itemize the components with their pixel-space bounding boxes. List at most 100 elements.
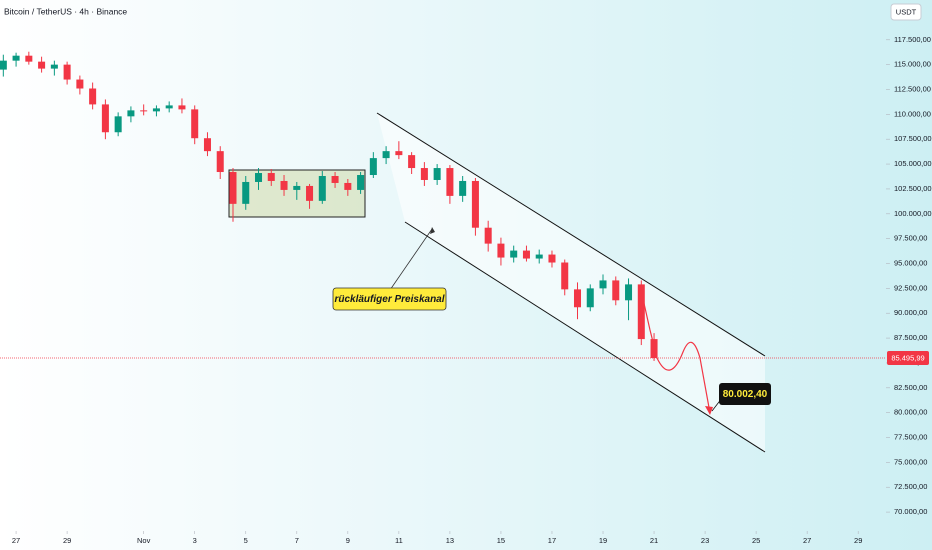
candle-body	[331, 176, 339, 183]
candle-body	[12, 55, 20, 61]
y-tick-label: 95.000,00	[894, 258, 927, 267]
y-tick-label: 112.500,00	[894, 84, 931, 93]
currency-box	[890, 3, 922, 21]
candle-body	[408, 155, 416, 169]
y-tick-label: 107.500,00	[894, 134, 932, 143]
candle-body	[140, 110, 148, 112]
x-tick-label: 11	[395, 536, 403, 545]
y-tick-label: 82.500,00	[894, 383, 927, 392]
x-tick-label: 25	[752, 536, 760, 545]
candle-body	[76, 79, 84, 89]
y-tick-label: 102.500,00	[894, 184, 932, 193]
y-tick-label: 110.000,00	[894, 109, 931, 118]
candle-body	[25, 55, 33, 62]
target-text: 80.002,40	[723, 389, 768, 400]
candle-body	[191, 109, 199, 139]
candle-body	[395, 151, 403, 156]
candle-body	[63, 64, 71, 80]
axes: 70.000,00 72.500,00 75.000,00 77.500,00 80.0…	[12, 35, 932, 545]
candle-body	[165, 105, 173, 109]
candle-body	[101, 104, 109, 133]
chart-title: Bitcoin / TetherUS · 4h · Binance	[4, 6, 127, 16]
y-tick-label: 97.500,00	[894, 234, 927, 243]
candle-body	[152, 108, 160, 112]
x-tick-label: 3	[193, 536, 197, 545]
candle-body	[293, 185, 301, 190]
y-tick-label: 80.000,00	[894, 408, 927, 417]
x-tick-label: 15	[497, 536, 505, 545]
x-tick-label: 7	[295, 536, 299, 545]
candle-body	[306, 185, 314, 201]
y-tick-label: 115.000,00	[894, 60, 931, 69]
candle-body	[89, 88, 97, 105]
candle-body	[242, 181, 250, 204]
candle-body	[114, 116, 122, 133]
candle-body	[318, 176, 326, 201]
candle-body	[357, 175, 365, 190]
candle-body	[420, 168, 428, 180]
annotation-text: rückläufiger Preiskanal	[334, 294, 444, 305]
projection-path	[640, 289, 711, 414]
y-tick-label: 87.500,00	[894, 333, 927, 342]
candle-body	[178, 105, 186, 110]
y-tick-label: 100.000,00	[894, 209, 932, 218]
y-tick-label: 90.000,00	[894, 308, 927, 317]
overlay: rückläufiger Preiskanal 80.002,40	[332, 112, 771, 453]
candle-body	[535, 254, 543, 259]
y-tick-label: 117.500,00	[894, 35, 931, 44]
annotation-arrowhead	[430, 227, 435, 234]
candle-body	[280, 180, 288, 190]
candle-body	[573, 289, 582, 308]
candle-body	[433, 168, 441, 180]
x-tick-label: 29	[854, 536, 862, 545]
candle-body	[510, 250, 518, 258]
candle-body	[267, 173, 275, 181]
x-tick-label: 27	[12, 536, 20, 545]
y-tick-label: 92.500,00	[894, 283, 927, 292]
candle-body	[446, 168, 454, 196]
annotation-arrow	[389, 228, 433, 291]
x-tick-label: 5	[244, 536, 248, 545]
projection-arrowhead	[705, 406, 713, 415]
x-tick-label: 19	[599, 536, 607, 545]
target-box	[719, 383, 771, 405]
candle-body	[382, 151, 390, 159]
candle-body	[637, 284, 645, 340]
currency-label: USDT	[896, 7, 917, 16]
x-tick-label: 17	[548, 536, 556, 545]
candle-body	[471, 180, 479, 228]
candle-body	[369, 158, 377, 176]
candle-body	[344, 182, 352, 190]
channel-upper	[376, 112, 766, 357]
candle-body	[229, 172, 237, 204]
candle-body	[459, 180, 467, 196]
candle-body	[497, 243, 505, 258]
candle-body	[216, 151, 224, 173]
candle-body	[127, 110, 135, 117]
annotation-box	[332, 287, 447, 311]
candle-body	[50, 64, 58, 69]
candle-body	[625, 284, 633, 301]
x-tick-label: 13	[446, 536, 454, 545]
x-tick-label: 21	[650, 536, 658, 545]
y-tick-label: 70.000,00	[894, 507, 927, 516]
candle-body	[522, 250, 530, 259]
candle-body	[0, 60, 7, 70]
candle-body	[203, 138, 211, 152]
candle-body	[484, 227, 492, 244]
y-tick-label: 72.500,00	[894, 482, 927, 491]
x-tick-label: 9	[346, 536, 350, 545]
candle-body	[599, 280, 607, 289]
candle-body	[612, 280, 620, 301]
y-tick-label: 77.500,00	[894, 433, 927, 442]
y-tick-label: 75.000,00	[894, 457, 927, 466]
x-tick-label: 27	[803, 536, 811, 545]
x-tick-label: 23	[701, 536, 709, 545]
candle-body	[38, 61, 46, 69]
candle-body	[561, 262, 569, 290]
candle-body	[586, 288, 594, 308]
channel-fill	[377, 113, 765, 452]
candle-body	[548, 254, 556, 263]
